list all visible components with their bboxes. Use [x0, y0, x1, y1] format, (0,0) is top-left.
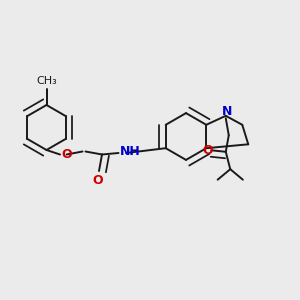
Text: NH: NH: [120, 145, 141, 158]
Text: O: O: [61, 148, 72, 161]
Text: N: N: [222, 105, 232, 119]
Text: O: O: [202, 144, 213, 157]
Text: CH₃: CH₃: [36, 76, 57, 85]
Text: O: O: [92, 174, 103, 187]
